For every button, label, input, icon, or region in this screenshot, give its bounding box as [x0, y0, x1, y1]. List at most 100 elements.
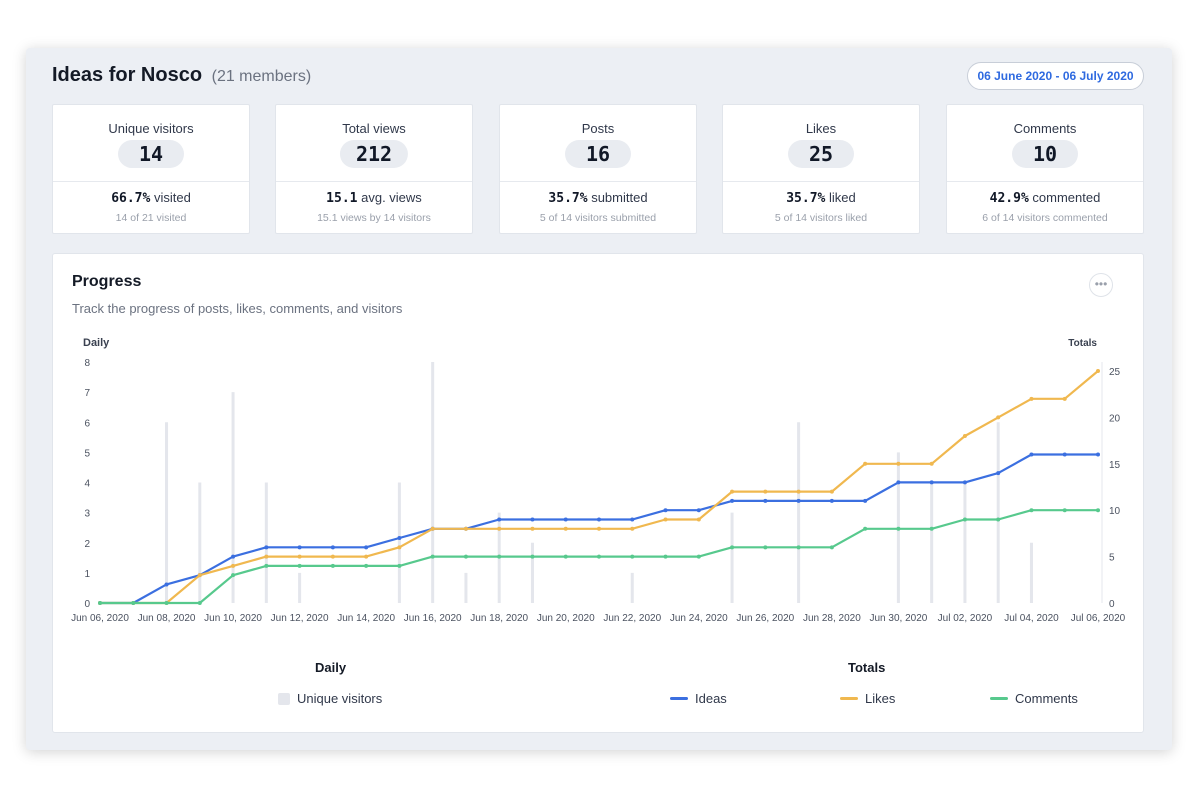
progress-card: Progress Track the progress of posts, li… [52, 253, 1144, 733]
stat-label: Unique visitors [108, 121, 194, 136]
stat-card-likes: Likes 25 35.7% liked 5 of 14 visitors li… [722, 104, 920, 234]
left-tick-label: 0 [84, 599, 90, 610]
x-tick-label: Jun 24, 2020 [670, 613, 728, 624]
header: Ideas for Nosco (21 members) 06 June 202… [52, 62, 1144, 92]
x-tick-label: Jun 20, 2020 [537, 613, 595, 624]
daily-visitor-bar [198, 482, 202, 603]
x-tick-label: Jul 06, 2020 [1071, 613, 1126, 624]
right-axis-title: Totals [1068, 338, 1097, 349]
daily-visitor-bar [298, 572, 302, 603]
series-point-ideas [730, 498, 735, 503]
progress-title: Progress [72, 273, 142, 290]
stat-card-comments: Comments 10 42.9% commented 6 of 14 visi… [946, 104, 1144, 234]
daily-visitor-bar [231, 392, 235, 603]
stat-percent-label: submitted [591, 190, 648, 205]
series-point-ideas [929, 480, 934, 485]
dashboard-window: Ideas for Nosco (21 members) 06 June 202… [26, 48, 1172, 750]
daily-visitor-bar [730, 512, 734, 603]
series-point-likes [330, 554, 335, 559]
series-point-ideas [530, 517, 535, 522]
member-count: (21 members) [211, 68, 312, 85]
series-point-comments [497, 554, 502, 559]
series-point-comments [197, 601, 202, 605]
legend-swatch [990, 697, 1008, 700]
divider [947, 181, 1143, 182]
series-point-ideas [896, 480, 901, 485]
series-point-likes [863, 461, 868, 466]
left-axis-title: Daily [83, 337, 110, 349]
divider [723, 181, 919, 182]
stat-detail: 14 of 21 visited [115, 212, 187, 224]
stat-card-posts: Posts 16 35.7% submitted 5 of 14 visitor… [499, 104, 697, 234]
series-point-ideas [264, 545, 269, 550]
left-tick-label: 7 [84, 388, 90, 399]
series-point-comments [231, 573, 236, 578]
series-point-comments [330, 563, 335, 568]
daily-visitor-bar [464, 572, 468, 603]
series-point-comments [896, 526, 901, 531]
left-tick-label: 1 [84, 569, 90, 580]
series-point-ideas [497, 517, 502, 522]
series-point-likes [563, 526, 568, 531]
right-tick-label: 25 [1109, 367, 1121, 378]
series-point-ideas [597, 517, 601, 522]
stat-percent: 15.1 avg. views [276, 190, 472, 206]
stat-percent: 35.7% submitted [500, 190, 696, 206]
daily-visitor-bar [397, 482, 401, 603]
daily-visitor-bar [797, 422, 801, 603]
series-point-likes [1096, 369, 1100, 373]
date-range-button[interactable]: 06 June 2020 - 06 July 2020 [967, 62, 1144, 90]
series-point-ideas [996, 471, 1001, 476]
series-point-likes [397, 545, 402, 550]
stat-percent: 66.7% visited [53, 190, 249, 206]
series-point-likes [696, 517, 701, 522]
x-tick-label: Jun 16, 2020 [404, 613, 462, 624]
daily-visitor-bar [431, 362, 435, 603]
stat-value: 212 [339, 140, 409, 168]
series-point-likes [264, 554, 269, 559]
series-point-ideas [630, 517, 635, 522]
ellipsis-icon[interactable]: ••• [1089, 273, 1113, 297]
series-point-comments [164, 601, 169, 605]
series-point-comments [98, 601, 102, 605]
series-point-ideas [1029, 452, 1034, 457]
x-tick-label: Jun 12, 2020 [271, 613, 329, 624]
series-point-comments [863, 526, 868, 531]
legend-label: Likes [865, 691, 896, 706]
series-point-comments [430, 554, 435, 559]
stat-card-total-views: Total views 212 15.1 avg. views 15.1 vie… [275, 104, 473, 234]
legend-ideas[interactable]: Ideas [670, 691, 727, 706]
series-point-ideas [330, 545, 335, 550]
series-point-ideas [1062, 452, 1067, 457]
stat-percent-value: 66.7% [111, 191, 151, 206]
stat-value: 10 [1012, 140, 1078, 168]
stat-percent-value: 35.7% [786, 191, 826, 206]
series-point-comments [962, 517, 967, 522]
series-point-comments [1029, 508, 1034, 513]
series-point-likes [663, 517, 668, 522]
series-point-ideas [663, 508, 668, 513]
stat-percent-label: liked [829, 190, 856, 205]
x-tick-label: Jun 22, 2020 [603, 613, 661, 624]
series-point-comments [696, 554, 701, 559]
series-point-comments [563, 554, 568, 559]
left-tick-label: 2 [84, 539, 90, 550]
series-point-ideas [829, 498, 834, 503]
series-point-ideas [696, 508, 701, 513]
series-point-comments [264, 563, 269, 568]
legend-totals-title: Totals [848, 660, 886, 675]
legend-label: Comments [1015, 691, 1078, 706]
right-tick-label: 0 [1109, 599, 1115, 610]
x-tick-label: Jun 14, 2020 [337, 613, 395, 624]
stat-value: 16 [565, 140, 631, 168]
legend-comments[interactable]: Comments [990, 691, 1078, 706]
x-tick-label: Jun 08, 2020 [138, 613, 196, 624]
divider [500, 181, 696, 182]
legend-likes[interactable]: Likes [840, 691, 895, 706]
legend-unique-visitors[interactable]: Unique visitors [278, 691, 382, 706]
series-point-comments [929, 526, 934, 531]
left-tick-label: 6 [84, 418, 90, 429]
series-point-likes [962, 433, 967, 438]
series-point-comments [730, 545, 735, 550]
legend-swatch [670, 697, 688, 700]
